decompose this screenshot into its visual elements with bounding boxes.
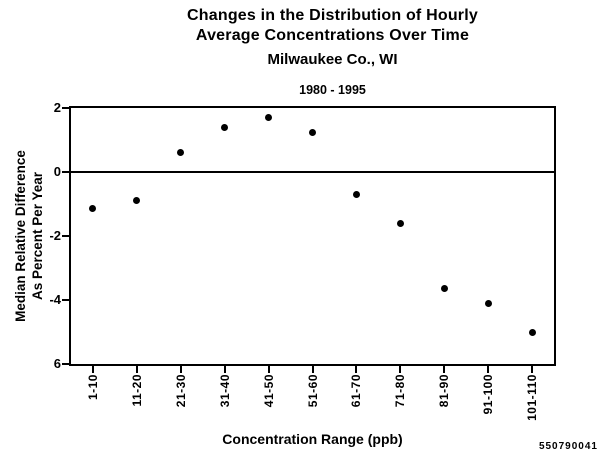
- data-point: [484, 299, 492, 307]
- y-axis-tick-label: 0: [53, 164, 61, 179]
- chart-title-line-2: Average Concentrations Over Time: [195, 27, 470, 44]
- y-axis-tick: [62, 363, 69, 365]
- x-axis-tick-label: 51-60: [305, 374, 320, 408]
- data-point: [89, 205, 97, 213]
- x-axis-tick: [355, 366, 358, 373]
- x-axis-tick-label: 41-50: [261, 374, 276, 408]
- x-axis-tick: [135, 366, 138, 373]
- data-point: [528, 328, 536, 336]
- chart-subtitle-period: 1980 - 1995: [299, 83, 366, 97]
- data-point: [309, 128, 316, 136]
- y-axis-tick-label: -4: [49, 292, 61, 307]
- data-point: [396, 219, 404, 227]
- x-axis-title: Concentration Range (ppb): [222, 431, 403, 447]
- title-block: Changes in the Distribution of Hourly Av…: [65, 6, 600, 97]
- y-axis-tick: [62, 171, 69, 173]
- x-axis-tick-label: 101-110: [525, 374, 540, 421]
- data-point: [352, 190, 360, 198]
- x-axis-tick: [91, 366, 94, 373]
- data-point: [265, 114, 273, 122]
- x-axis-tick: [399, 366, 402, 373]
- data-point: [133, 197, 141, 205]
- data-point: [440, 285, 448, 293]
- figure-id-code: 550790041: [538, 441, 598, 452]
- x-axis-tick: [531, 366, 534, 373]
- x-axis-tick-label: 21-30: [173, 374, 188, 408]
- x-axis-tick: [267, 366, 270, 373]
- x-axis-tick-label: 71-80: [393, 374, 408, 408]
- y-axis-tick: [62, 235, 69, 237]
- x-axis-tick: [223, 366, 226, 373]
- x-axis-tick-label: 91-100: [481, 374, 496, 415]
- x-axis-tick: [311, 366, 314, 373]
- x-axis-tick-label: 11-20: [129, 374, 144, 407]
- chart-title-location: Milwaukee Co., WI: [267, 51, 398, 68]
- x-axis-tick-label: 31-40: [217, 374, 232, 408]
- y-axis-tick: [62, 299, 69, 301]
- y-axis-tick-label: -2: [49, 228, 61, 243]
- x-axis-tick-label: 61-70: [349, 374, 364, 408]
- y-axis-tick-label: 2: [53, 100, 61, 115]
- x-axis-tick: [443, 366, 446, 373]
- y-axis-tick-label: 6: [53, 356, 61, 371]
- x-axis-tick: [179, 366, 182, 373]
- chart-title-line-1: Changes in the Distribution of Hourly: [187, 7, 478, 24]
- x-axis-tick-label: 81-90: [437, 374, 452, 408]
- x-axis-tick-label: 1-10: [85, 374, 100, 401]
- zero-reference-line: [71, 171, 554, 173]
- y-axis-tick: [62, 107, 69, 109]
- data-point: [177, 149, 185, 157]
- x-axis-tick: [487, 366, 490, 373]
- data-point: [221, 123, 229, 131]
- plot-area: 2 0 -2 -4 6 1-10 11-20 21-30 31-40 41-50 51-60 61-7…: [49, 100, 556, 421]
